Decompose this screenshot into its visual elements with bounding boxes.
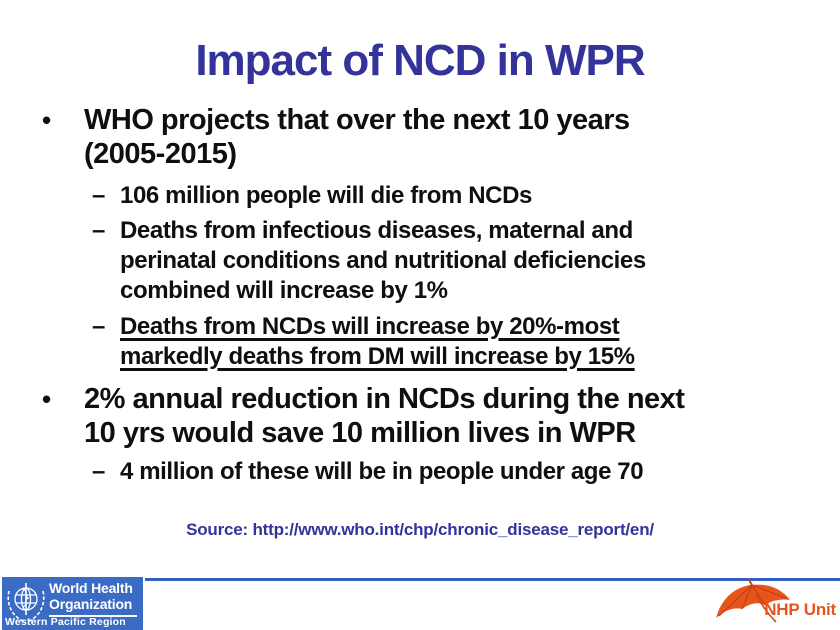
list-item-text: Deaths from infectious diseases, materna… <box>120 216 646 306</box>
list-item-line: markedly deaths from DM will increase by… <box>120 343 635 370</box>
list-item: – Deaths from infectious diseases, mater… <box>92 216 832 306</box>
list-item-text: 106 million people will die from NCDs <box>120 181 532 211</box>
list-item-line: combined will increase by 1% <box>120 277 448 304</box>
list-item-line: Deaths from infectious diseases, materna… <box>120 217 633 244</box>
who-org-name: World Health Organization <box>49 580 133 612</box>
who-logo-rule <box>49 615 137 617</box>
list-item: • WHO projects that over the next 10 yea… <box>42 103 832 171</box>
who-region-label: Western Pacific Region <box>5 616 126 628</box>
dash-marker: – <box>92 313 105 340</box>
bullet-list: • WHO projects that over the next 10 yea… <box>42 103 832 487</box>
bullet-marker: • <box>42 105 51 135</box>
list-item-line: 10 yrs would save 10 million lives in WP… <box>84 417 636 449</box>
list-item-line: WHO projects that over the next 10 years <box>84 104 630 136</box>
list-item-text: Deaths from NCDs will increase by 20%-mo… <box>120 312 635 372</box>
bullet-marker: • <box>42 384 51 414</box>
who-emblem-icon <box>7 583 45 623</box>
list-item-text: WHO projects that over the next 10 years… <box>84 103 630 171</box>
who-org-line1: World Health <box>49 580 133 596</box>
list-item-line: 106 million people will die from NCDs <box>120 182 532 209</box>
list-item-line: (2005-2015) <box>84 138 237 170</box>
list-item: • 2% annual reduction in NCDs during the… <box>42 382 832 450</box>
dash-marker: – <box>92 182 105 209</box>
list-item: – Deaths from NCDs will increase by 20%-… <box>92 312 832 372</box>
list-item: – 106 million people will die from NCDs <box>92 181 832 211</box>
list-item-line: Deaths from NCDs will increase by 20%-mo… <box>120 313 620 340</box>
who-logo: World Health Organization Western Pacifi… <box>2 577 143 630</box>
list-item: – 4 million of these will be in people u… <box>92 457 832 487</box>
list-item-text: 2% annual reduction in NCDs during the n… <box>84 382 685 450</box>
slide-title: Impact of NCD in WPR <box>195 36 645 85</box>
nhp-unit-label: NHP Unit <box>764 600 836 619</box>
source-line: Source: http://www.who.int/chp/chronic_d… <box>186 520 654 539</box>
nhp-unit-badge: NHP Unit <box>710 580 836 626</box>
footer-divider <box>145 578 840 581</box>
umbrella-icon <box>716 580 790 623</box>
who-org-line2: Organization <box>49 595 133 612</box>
dash-marker: – <box>92 458 105 485</box>
list-item-line: 4 million of these will be in people und… <box>120 458 644 485</box>
list-item-line: 2% annual reduction in NCDs during the n… <box>84 383 685 415</box>
list-item-line: perinatal conditions and nutritional def… <box>120 247 646 274</box>
dash-marker: – <box>92 217 105 244</box>
list-item-text: 4 million of these will be in people und… <box>120 457 644 487</box>
